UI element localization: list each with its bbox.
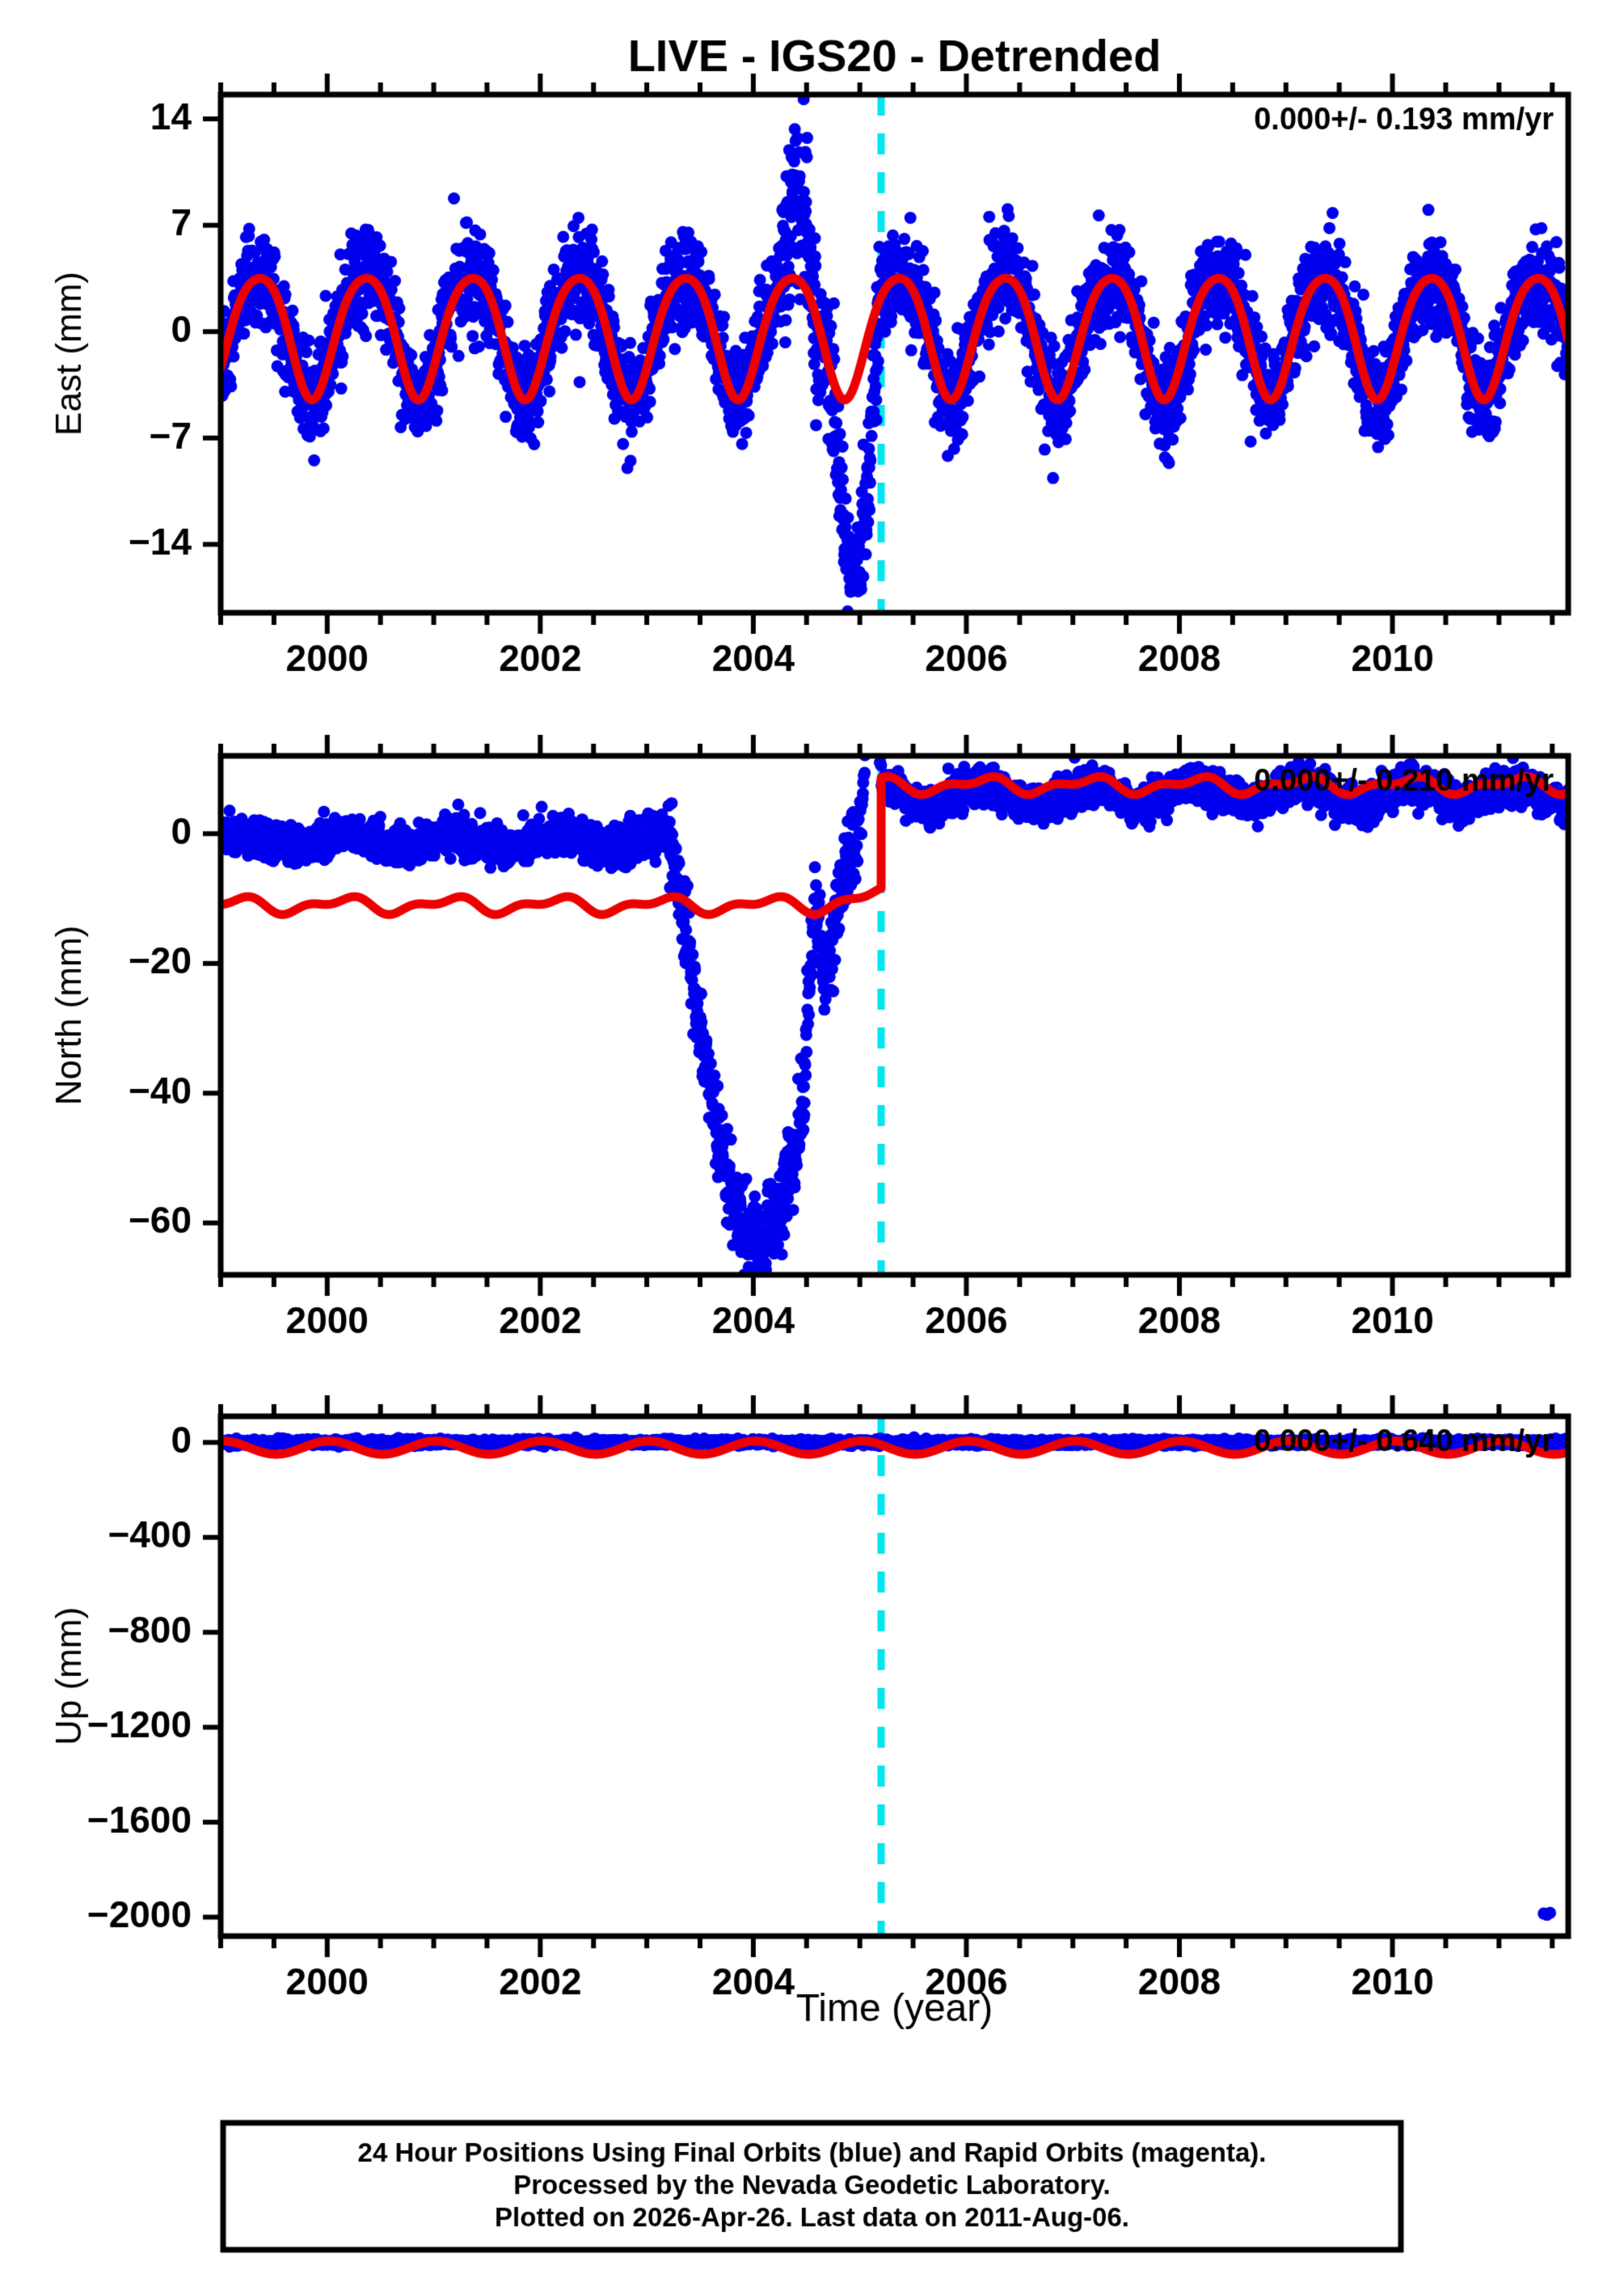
figure-root: LIVE - IGS20 - Detrended East (mm) 0.000… <box>0 0 1624 2291</box>
gps-time-series-figure <box>0 0 1624 2291</box>
